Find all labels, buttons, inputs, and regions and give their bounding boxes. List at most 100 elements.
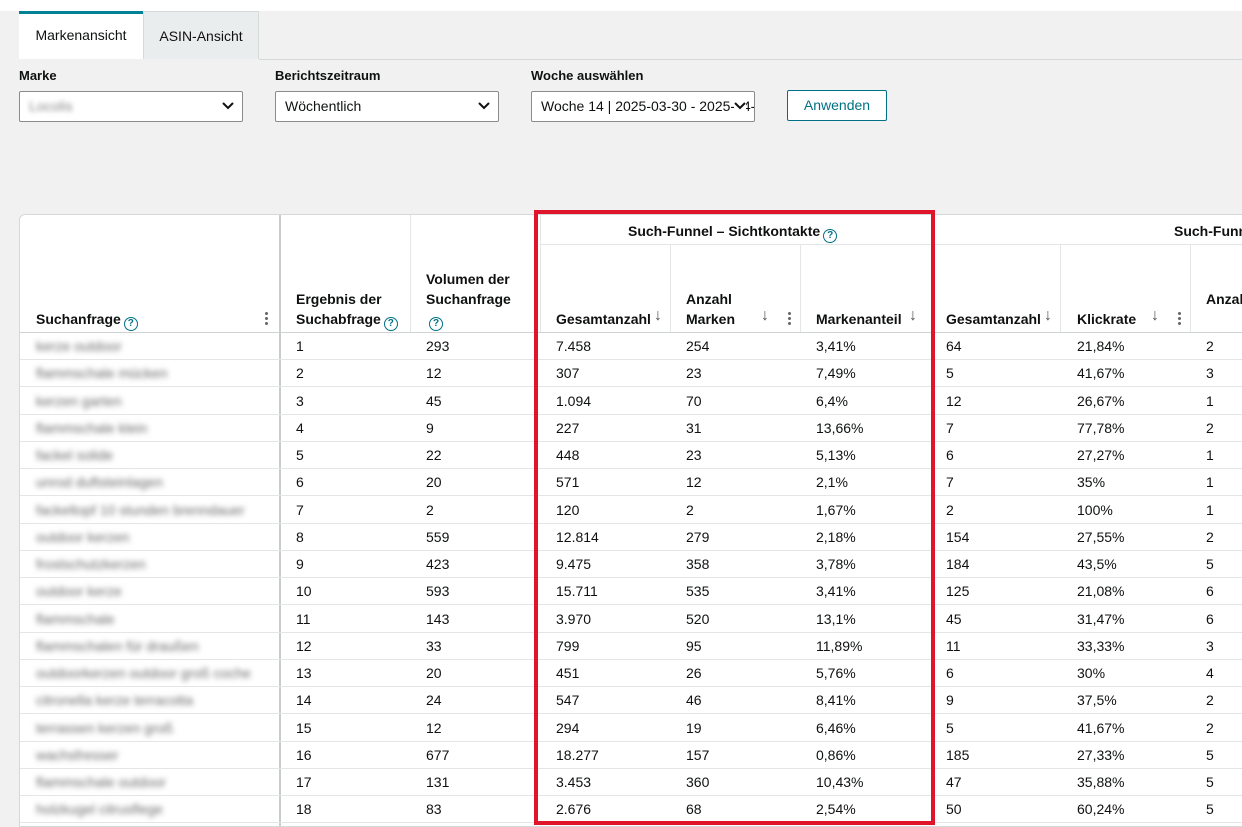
- col-header-clk-gesamtanzahl[interactable]: Gesamtanzahl: [946, 311, 1041, 327]
- table-row[interactable]: wachsfresser 16 677 18.277 157 0,86% 185 27,33%…: [20, 742, 1242, 769]
- cell-clk-anzahl-marken: 1: [1206, 501, 1214, 518]
- cell-imp-anzahl-marken: 520: [686, 610, 710, 627]
- search-query-table: Such-Funnel – Sichtkontakte? Such-Funn S…: [19, 214, 1242, 827]
- cell-clk-anzahl-marken: 5: [1206, 746, 1214, 763]
- sort-arrow-icon[interactable]: ↓: [761, 307, 769, 324]
- cell-imp-anzahl-marken: 279: [686, 528, 710, 545]
- cell-volumen: 131: [426, 774, 450, 790]
- cell-imp-anzahl-marken: 254: [686, 338, 710, 354]
- col-header-imp-gesamtanzahl[interactable]: Gesamtanzahl: [556, 311, 651, 327]
- chevron-down-icon: [734, 101, 746, 111]
- cell-clk-anzahl-marken: 4: [1206, 665, 1214, 681]
- berichtszeitraum-value: Wöchentlich: [285, 98, 362, 114]
- table-row[interactable]: flammschale 11 143 3.970 520 13,1% 45 31,47% 6: [20, 606, 1242, 633]
- marke-select[interactable]: Locolis: [19, 91, 243, 122]
- col-divider: [800, 244, 801, 333]
- help-icon[interactable]: ?: [823, 229, 838, 243]
- col-header-label: Ergebnis der Suchabfrage: [296, 291, 382, 327]
- col-header-volumen[interactable]: Volumen der Suchanfrage?: [426, 269, 526, 331]
- cell-clk-anzahl-marken: 6: [1206, 610, 1214, 627]
- cell-clk-klickrate: 35%: [1077, 474, 1106, 491]
- table-row[interactable]: fackeltopf 10 stunden brenndauer 7 2 120 2 1,…: [20, 497, 1242, 524]
- tab-markenansicht[interactable]: Markenansicht: [19, 11, 143, 59]
- cell-volumen: 20: [426, 665, 442, 681]
- table-row[interactable]: kerzen garten 3 45 1.094 70 6,4% 12 26,67% 1: [20, 388, 1242, 415]
- col-header-clk-klickrate[interactable]: Klickrate: [1077, 311, 1137, 327]
- cell-suchanfrage: outdoor kerzen: [36, 528, 130, 545]
- chevron-down-icon: [222, 102, 234, 110]
- col-divider: [1060, 244, 1061, 333]
- col-header-ergebnis[interactable]: Ergebnis der Suchabfrage?: [296, 289, 406, 331]
- cell-imp-anzahl-marken: 12: [686, 474, 702, 491]
- column-menu-icon[interactable]: [1178, 312, 1181, 327]
- cell-clk-klickrate: 100%: [1077, 501, 1113, 518]
- table-row[interactable]: kerze outdoor 1 293 7.458 254 3,41% 64 21,84% 2: [20, 333, 1242, 360]
- table-row[interactable]: citronella kerze terracotta 14 24 547 46 8,41…: [20, 687, 1242, 715]
- cell-clk-klickrate: 60,24%: [1077, 801, 1125, 818]
- cell-imp-anzahl-marken: 46: [686, 692, 702, 709]
- help-icon[interactable]: ?: [383, 317, 398, 331]
- cell-imp-anzahl-marken: 157: [686, 746, 710, 763]
- cell-imp-gesamtanzahl: 448: [556, 447, 580, 463]
- cell-suchanfrage: fackel solide: [36, 447, 114, 463]
- table-row[interactable]: frostschutzkerzen 9 423 9.475 358 3,78% 184 43,…: [20, 551, 1242, 578]
- cell-volumen: 12: [426, 719, 442, 736]
- cell-volumen: 24: [426, 692, 442, 709]
- woche-select[interactable]: Woche 14 | 2025-03-30 - 2025-04-05: [531, 91, 755, 122]
- sort-arrow-icon[interactable]: ↓: [654, 307, 662, 324]
- cell-volumen: 22: [426, 447, 442, 463]
- cell-clk-gesamtanzahl: 64: [946, 338, 962, 354]
- cell-volumen: 143: [426, 610, 450, 627]
- cell-ergebnis: 16: [296, 746, 312, 763]
- cell-imp-gesamtanzahl: 2.676: [556, 801, 592, 818]
- cell-suchanfrage: kerze outdoor: [36, 338, 122, 354]
- cell-suchanfrage: frostschutzkerzen: [36, 556, 146, 572]
- column-menu-icon[interactable]: [265, 312, 268, 327]
- table-row[interactable]: outdoor kerze 10 593 15.711 535 3,41% 125 21,08…: [20, 578, 1242, 606]
- cell-clk-gesamtanzahl: 9: [946, 692, 954, 709]
- cell-imp-markenanteil: 3,78%: [816, 556, 856, 572]
- col-header-suchanfrage[interactable]: Suchanfrage?: [36, 309, 138, 331]
- col-header-clk-anzahl-marken[interactable]: Anzahl Marke: [1206, 289, 1242, 309]
- cell-clk-klickrate: 77,78%: [1077, 419, 1125, 436]
- col-header-label: Suchanfrage: [36, 311, 121, 327]
- col-header-imp-markenanteil[interactable]: Markenanteil: [816, 311, 902, 327]
- tab-asin-ansicht[interactable]: ASIN-Ansicht: [143, 11, 259, 59]
- cell-clk-anzahl-marken: 5: [1206, 801, 1214, 818]
- sort-arrow-icon[interactable]: ↓: [1151, 307, 1159, 324]
- cell-ergebnis: 3: [296, 392, 304, 409]
- cell-imp-markenanteil: 13,66%: [816, 419, 864, 436]
- cell-clk-gesamtanzahl: 6: [946, 447, 954, 463]
- apply-button[interactable]: Anwenden: [787, 90, 887, 121]
- berichtszeitraum-select[interactable]: Wöchentlich: [275, 91, 499, 122]
- cell-imp-gesamtanzahl: 307: [556, 365, 580, 382]
- column-menu-icon[interactable]: [788, 312, 791, 327]
- table-row[interactable]: flammschalen für draußen 12 33 799 95 11,89% 1…: [20, 633, 1242, 660]
- sort-arrow-icon[interactable]: ↓: [1044, 307, 1052, 324]
- table-row[interactable]: outdoorkerzen outdoor groß coche 13 20 451 2…: [20, 660, 1242, 687]
- cell-ergebnis: 5: [296, 447, 304, 463]
- table-row[interactable]: terrassen kerzen groß 15 12 294 19 6,46% 5 41,6…: [20, 715, 1242, 742]
- berichtszeitraum-label: Berichtszeitraum: [275, 68, 381, 83]
- cell-clk-klickrate: 33,33%: [1077, 637, 1125, 654]
- cell-clk-klickrate: 21,08%: [1077, 583, 1125, 600]
- cell-suchanfrage: kerzen garten: [36, 392, 122, 409]
- woche-label: Woche auswählen: [531, 68, 644, 83]
- chevron-down-icon: [478, 102, 490, 110]
- cell-ergebnis: 7: [296, 501, 304, 518]
- table-row[interactable]: fackel solide 5 22 448 23 5,13% 6 27,27% 1: [20, 442, 1242, 469]
- sort-arrow-icon[interactable]: ↓: [909, 307, 917, 324]
- table-row[interactable]: holzkugel citrusflege 18 83 2.676 68 2,54% 50 6…: [20, 796, 1242, 824]
- table-row[interactable]: unrod duftsteinlagen 6 20 571 12 2,1% 7 35% 1: [20, 469, 1242, 497]
- col-header-imp-anzahl-marken[interactable]: Anzahl Marken: [686, 291, 736, 327]
- table-row[interactable]: flammschale klein 4 9 227 31 13,66% 7 77,78% 2: [20, 415, 1242, 442]
- help-icon[interactable]: ?: [429, 317, 443, 331]
- help-icon[interactable]: ?: [123, 317, 138, 331]
- cell-imp-anzahl-marken: 19: [686, 719, 702, 736]
- cell-imp-gesamtanzahl: 3.970: [556, 610, 592, 627]
- table-row[interactable]: flammschale mücken 2 12 307 23 7,49% 5 41,67% 3: [20, 360, 1242, 388]
- table-row[interactable]: outdoor kerzen 8 559 12.814 279 2,18% 154 27,55…: [20, 524, 1242, 551]
- cell-volumen: 423: [426, 556, 450, 572]
- cell-imp-gesamtanzahl: 120: [556, 501, 580, 518]
- table-row[interactable]: flammschale outdoor 17 131 3.453 360 10,43% 47…: [20, 769, 1242, 796]
